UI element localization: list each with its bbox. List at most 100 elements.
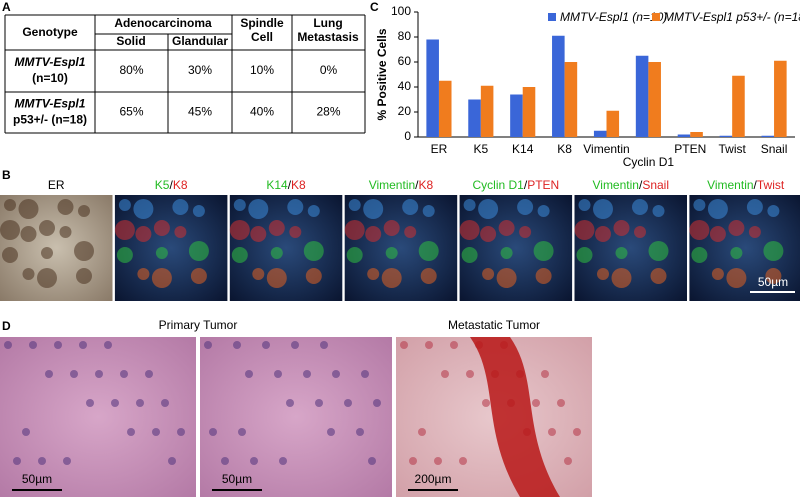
stain-title-part: K5 xyxy=(155,178,170,192)
cell xyxy=(172,199,189,215)
micrograph xyxy=(114,195,228,301)
cell xyxy=(250,226,267,242)
nucleus xyxy=(557,399,565,407)
x-tick-label: K8 xyxy=(557,142,572,156)
cell xyxy=(346,247,363,263)
cell xyxy=(305,268,322,284)
cell xyxy=(535,268,552,284)
nucleus xyxy=(22,428,30,436)
cell xyxy=(381,268,402,288)
table-header: Glandular xyxy=(172,34,228,48)
x-tick-label: Vimentin xyxy=(583,142,629,156)
table-header: Spindle xyxy=(240,16,284,30)
cell xyxy=(4,199,16,211)
table-cell: 30% xyxy=(188,63,212,77)
cell xyxy=(691,247,708,263)
bar xyxy=(635,55,649,137)
cell xyxy=(151,268,172,288)
cell xyxy=(765,268,782,284)
cell xyxy=(231,247,248,263)
legend-swatch xyxy=(548,13,556,21)
nucleus xyxy=(29,341,37,349)
panel-label: C xyxy=(370,0,379,14)
table-cell: 45% xyxy=(188,105,212,119)
y-tick-label: 80 xyxy=(398,29,412,43)
x-tick-label: Snail xyxy=(761,142,788,156)
stain-title-part: Snail xyxy=(642,178,669,192)
nucleus xyxy=(262,341,270,349)
vessel xyxy=(470,337,560,497)
nucleus xyxy=(291,341,299,349)
table-header: Cell xyxy=(251,30,273,44)
nucleus xyxy=(127,428,135,436)
y-tick-label: 0 xyxy=(404,129,411,143)
nucleus xyxy=(250,457,258,465)
genotype: p53+/- (n=18) xyxy=(13,113,87,127)
stain-title-part: / xyxy=(169,178,173,192)
nucleus xyxy=(450,341,458,349)
cell xyxy=(634,226,646,238)
cell xyxy=(153,220,170,236)
nucleus xyxy=(209,428,217,436)
cell xyxy=(116,247,133,263)
stain-title-part: PTEN xyxy=(527,178,559,192)
stain-title: Cyclin D1/PTEN xyxy=(472,178,559,192)
stain-title-part: K8 xyxy=(291,178,306,192)
cell xyxy=(229,220,250,240)
cell xyxy=(478,199,499,219)
cell xyxy=(519,226,532,238)
cell xyxy=(59,226,72,238)
panel-label: D xyxy=(2,319,11,333)
cell xyxy=(650,268,667,284)
nucleus xyxy=(233,341,241,349)
x-tick-label: Twist xyxy=(718,142,746,156)
nucleus xyxy=(418,428,426,436)
y-tick-label: 60 xyxy=(398,54,412,68)
genotype: MMTV-Espl1 xyxy=(15,97,86,111)
x-tick-label: K14 xyxy=(512,142,534,156)
table-header: Lung xyxy=(313,16,342,30)
legend-label: MMTV-Espl1 p53+/- (n=18) xyxy=(664,10,800,24)
cell xyxy=(574,220,595,240)
cell xyxy=(233,199,246,211)
cell xyxy=(730,247,743,259)
cell xyxy=(611,268,632,288)
cell xyxy=(496,268,517,288)
nucleus xyxy=(409,457,417,465)
nucleus xyxy=(356,428,364,436)
cell xyxy=(192,205,205,217)
nucleus xyxy=(425,341,433,349)
cell xyxy=(190,268,207,284)
nucleus xyxy=(361,370,369,378)
micrograph xyxy=(0,195,113,301)
cell xyxy=(652,205,665,217)
cell xyxy=(363,199,384,219)
nucleus xyxy=(459,457,467,465)
table-cell: 28% xyxy=(316,105,340,119)
nucleus xyxy=(177,428,185,436)
stain-title-part: K8 xyxy=(173,178,188,192)
cell xyxy=(252,268,265,280)
cell xyxy=(533,241,554,261)
bar xyxy=(648,62,661,137)
cell xyxy=(289,226,302,238)
cell xyxy=(57,199,74,215)
nucleus xyxy=(79,341,87,349)
nucleus xyxy=(320,341,328,349)
cell xyxy=(348,199,361,211)
cell xyxy=(748,226,761,238)
cell xyxy=(39,220,55,236)
scale-label: 50µm xyxy=(758,275,788,289)
cell xyxy=(461,247,478,263)
stain-title-part: / xyxy=(754,178,758,192)
cell xyxy=(22,268,35,280)
nucleus xyxy=(145,370,153,378)
nucleus xyxy=(152,428,160,436)
nucleus xyxy=(70,370,78,378)
nucleus xyxy=(434,457,442,465)
table-header: Genotype xyxy=(22,25,78,39)
cell xyxy=(114,220,135,240)
nucleus xyxy=(111,399,119,407)
nucleus xyxy=(168,457,176,465)
